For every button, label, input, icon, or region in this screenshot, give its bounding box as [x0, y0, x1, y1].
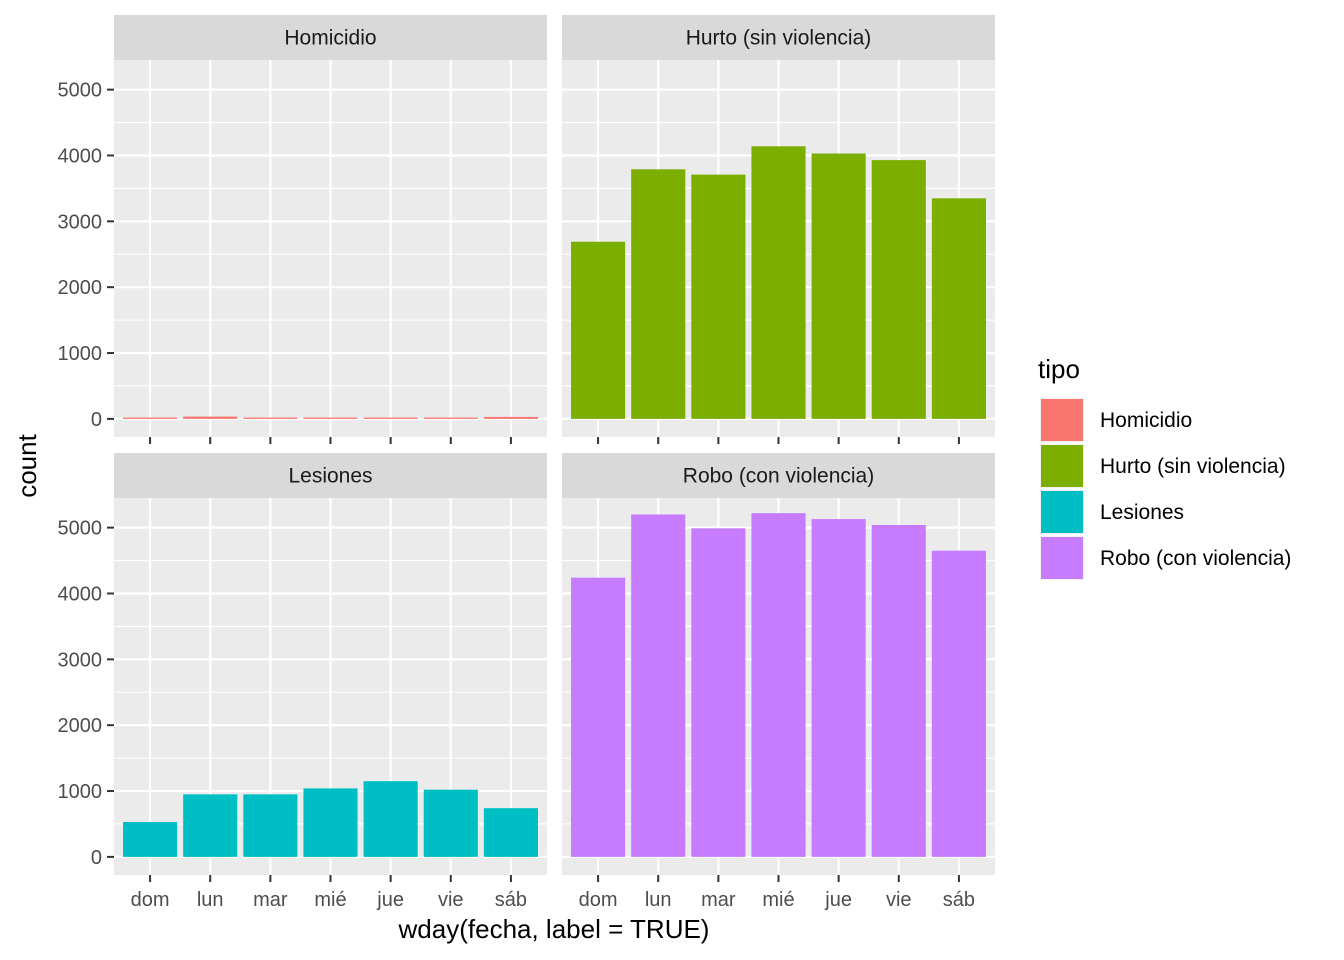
legend: tipo Homicidio Hurto (sin violencia) Lesio… — [1038, 354, 1291, 580]
bar — [423, 789, 478, 857]
y-tick-label: 0 — [91, 409, 102, 431]
bar — [571, 241, 626, 419]
x-tick-label: dom — [579, 889, 618, 911]
legend-title: tipo — [1038, 354, 1080, 384]
x-tick-label: jue — [824, 889, 852, 911]
bar — [363, 781, 418, 857]
y-tick-label: 0 — [91, 847, 102, 869]
bar — [363, 417, 418, 419]
bar — [631, 514, 686, 857]
bar — [631, 169, 686, 419]
bar — [303, 788, 358, 857]
bar — [183, 416, 238, 419]
bar — [571, 577, 626, 857]
y-tick-label: 3000 — [58, 211, 103, 233]
y-tick-label: 2000 — [58, 277, 103, 299]
bar — [123, 821, 178, 857]
facet-strip — [114, 15, 547, 60]
y-tick-label: 5000 — [58, 80, 103, 102]
bar — [303, 417, 358, 419]
bar — [243, 417, 298, 419]
y-tick-label: 5000 — [58, 518, 103, 540]
x-tick-label: mar — [253, 889, 288, 911]
bar — [691, 528, 746, 857]
x-axis-title: wday(fecha, label = TRUE) — [398, 914, 710, 944]
legend-label: Lesiones — [1100, 501, 1184, 524]
bar — [123, 417, 178, 419]
bar — [811, 519, 866, 857]
bar — [871, 524, 926, 857]
x-tick-label: vie — [886, 889, 912, 911]
legend-key — [1041, 537, 1083, 579]
y-tick-label: 1000 — [58, 781, 103, 803]
bar — [751, 146, 806, 419]
legend-key — [1041, 445, 1083, 487]
bar — [691, 174, 746, 419]
facet-panel: Homicidio — [114, 15, 547, 437]
x-tick-label: jue — [376, 889, 404, 911]
x-tick-label: mar — [701, 889, 736, 911]
y-tick-label: 1000 — [58, 343, 103, 365]
legend-label: Hurto (sin violencia) — [1100, 455, 1286, 478]
bar — [811, 153, 866, 419]
x-tick-label: sáb — [943, 889, 975, 911]
facet-panel: Hurto (sin violencia) — [562, 15, 995, 437]
bar — [931, 550, 986, 857]
y-tick-label: 2000 — [58, 715, 103, 737]
legend-key — [1041, 491, 1083, 533]
facet-strip — [562, 453, 995, 498]
y-tick-label: 4000 — [58, 583, 103, 605]
x-tick-label: mié — [762, 889, 794, 911]
y-tick-label: 3000 — [58, 649, 103, 671]
facet-panels: Homicidio Hurto (sin violencia) Lesiones Ro… — [114, 15, 995, 875]
facet-panel: Lesiones — [114, 453, 547, 875]
facet-strip — [114, 453, 547, 498]
axes: 0 1000 2000 3000 4000 5000 0 1000 2000 3000 4000 50… — [58, 80, 976, 911]
bar — [483, 808, 538, 857]
facet-strip-label: Hurto (sin violencia) — [686, 27, 872, 50]
bar — [423, 417, 478, 419]
x-tick-label: lun — [645, 889, 672, 911]
bar — [751, 513, 806, 857]
x-tick-label: dom — [131, 889, 170, 911]
bar — [183, 794, 238, 857]
x-tick-label: mié — [314, 889, 346, 911]
bar — [931, 198, 986, 419]
x-tick-label: vie — [438, 889, 464, 911]
x-tick-label: lun — [197, 889, 224, 911]
facet-strip-label: Homicidio — [284, 27, 376, 50]
facet-strip — [562, 15, 995, 60]
bar — [243, 794, 298, 857]
y-axis-title: count — [12, 433, 42, 497]
bar — [483, 416, 538, 419]
facet-strip-label: Robo (con violencia) — [683, 465, 874, 488]
facet-strip-label: Lesiones — [288, 465, 372, 488]
legend-label: Homicidio — [1100, 409, 1192, 432]
y-tick-label: 4000 — [58, 145, 103, 167]
bar — [871, 160, 926, 419]
legend-label: Robo (con violencia) — [1100, 547, 1291, 570]
x-tick-label: sáb — [495, 889, 527, 911]
legend-key — [1041, 399, 1083, 441]
facet-panel: Robo (con violencia) — [562, 453, 995, 875]
